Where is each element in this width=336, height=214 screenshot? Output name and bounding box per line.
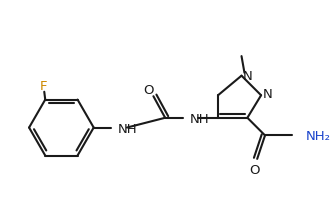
- Text: N: N: [243, 70, 252, 83]
- Text: NH: NH: [190, 113, 209, 126]
- Text: N: N: [263, 88, 273, 101]
- Text: F: F: [40, 80, 47, 93]
- Text: NH₂: NH₂: [306, 130, 331, 143]
- Text: O: O: [249, 164, 259, 177]
- Text: O: O: [143, 84, 154, 97]
- Text: NH: NH: [118, 123, 138, 136]
